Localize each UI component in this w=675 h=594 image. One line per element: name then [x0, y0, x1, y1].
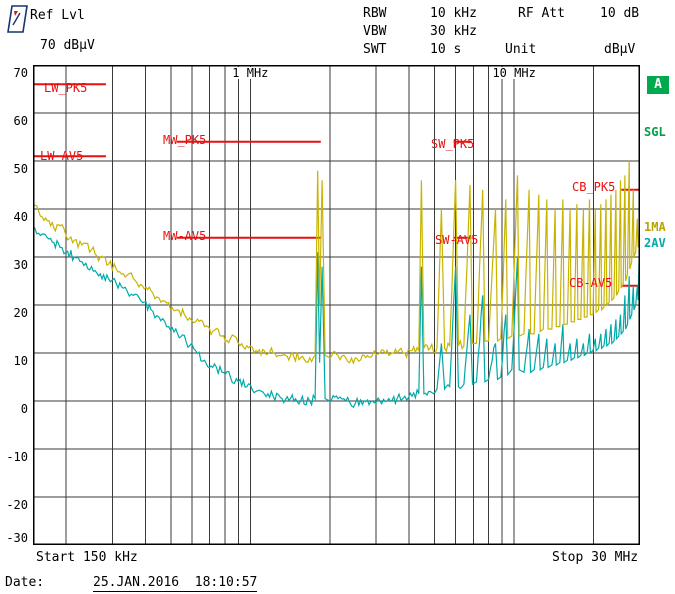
ref-level-value: 70 dBµV — [40, 38, 95, 53]
ref-level-label: Ref Lvl — [30, 8, 85, 23]
rohde-schwarz-logo — [7, 5, 28, 33]
trace-1MA — [33, 160, 640, 365]
unit-label: Unit — [505, 42, 537, 57]
trace2-indicator: 2AV — [644, 236, 666, 250]
y-tick-label-20: 20 — [13, 306, 28, 320]
y-tick-label-10: 10 — [13, 354, 28, 368]
limit-label-LW_PK5: LW_PK5 — [44, 81, 88, 95]
date-value: 25.JAN.2016 18:10:57 — [93, 575, 258, 592]
limit-label-SW-AV5: SW-AV5 — [435, 233, 479, 247]
vbw-value: 30 kHz — [430, 24, 477, 39]
trace-2AV — [33, 227, 640, 409]
swt-value: 10 s — [430, 42, 462, 57]
screen-a-badge: A — [647, 76, 669, 94]
limit-label-CB-AV5: CB-AV5 — [569, 276, 613, 290]
rbw-label: RBW — [363, 6, 387, 21]
single-sweep-indicator: SGL — [644, 125, 666, 139]
trace1-indicator: 1MA — [644, 220, 666, 234]
rf-att-label: RF Att — [518, 6, 565, 21]
stop-frequency-label: Stop 30 MHz — [552, 550, 639, 565]
x-axis-label-1-mhz: 1 MHz — [229, 67, 272, 79]
y-tick-label-60: 60 — [13, 114, 28, 128]
graticule-border — [33, 65, 640, 545]
y-tick-label--30: -30 — [6, 531, 28, 545]
y-tick-label-70: 70 — [13, 66, 28, 80]
y-tick-label-50: 50 — [13, 162, 28, 176]
y-tick-label-0: 0 — [20, 402, 28, 416]
unit-value: dBµV — [604, 42, 636, 57]
swt-label: SWT — [363, 42, 387, 57]
rbw-value: 10 kHz — [430, 6, 477, 21]
y-tick-label--20: -20 — [6, 498, 28, 512]
limit-label-SW_PK5: SW_PK5 — [431, 137, 475, 151]
limit-label-MW-AV5: MW-AV5 — [163, 229, 207, 243]
date-label: Date: — [5, 575, 45, 590]
y-tick-label-30: 30 — [13, 258, 28, 272]
start-frequency-label: Start 150 kHz — [36, 550, 138, 565]
limit-label-CB_PK5: CB_PK5 — [572, 180, 616, 194]
measurement-graticule — [33, 65, 640, 545]
rf-att-value: 10 dB — [600, 6, 640, 21]
x-axis-label-10-mhz: 10 MHz — [489, 67, 539, 79]
vbw-label: VBW — [363, 24, 387, 39]
y-tick-label-40: 40 — [13, 210, 28, 224]
limit-label-MW_PK5: MW_PK5 — [163, 133, 207, 147]
limit-label-LW-AV5: LW-AV5 — [40, 149, 84, 163]
y-tick-label--10: -10 — [6, 450, 28, 464]
